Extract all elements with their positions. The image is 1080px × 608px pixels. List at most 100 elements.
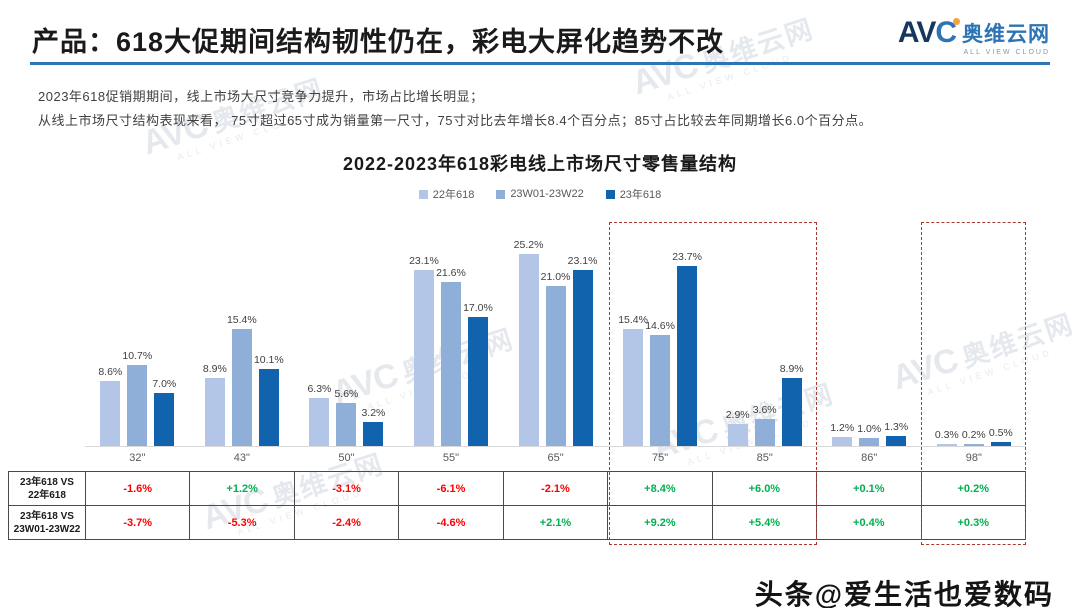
category-labels: 32" 43" 50" 55" 65" 75" 85" 86" 98": [85, 452, 1026, 464]
bar-group: 1.2% 1.0% 1.3%: [817, 237, 922, 446]
bar: [936, 443, 957, 446]
bar-item: 23.1%: [568, 255, 597, 446]
bar-item: 1.3%: [884, 421, 908, 446]
bar-value-label: 1.0%: [857, 423, 882, 436]
bar-item: 1.2%: [830, 422, 854, 446]
highlight-box-98-inch: [921, 222, 1026, 545]
avc-logo: AVC 奥维云网 ALL VIEW CLOUD: [898, 16, 1050, 56]
bar-value-label: 23.1%: [567, 255, 598, 268]
avc-logo-icon: AVC: [898, 16, 960, 50]
bar-item: 1.0%: [857, 423, 881, 446]
bar-value-label: 5.6%: [334, 388, 359, 401]
bar-item: 15.4%: [227, 314, 257, 446]
bar: [413, 270, 434, 446]
bar-item: 23.7%: [672, 251, 702, 446]
table-value-cell: -5.3%: [189, 505, 295, 540]
bar-value-label: 23.1%: [409, 255, 439, 268]
bar-value-label: 2.9%: [725, 408, 750, 421]
table-value-cell: -3.1%: [293, 471, 400, 506]
bar-item: 6.3%: [307, 383, 331, 446]
table-row: 23年618 VS 23W01-23W22 -3.7% -5.3% -2.4% -4.6…: [8, 505, 1026, 540]
table-value-cell: +0.4%: [816, 505, 922, 540]
bar-value-label: 6.3%: [307, 383, 332, 396]
bar-value-label: 0.2%: [961, 429, 986, 442]
legend-label: 23年618: [619, 189, 662, 201]
table-value-cell: -2.4%: [293, 505, 400, 540]
bar-group: 2.9% 3.6% 8.9%: [712, 237, 817, 446]
category-label: 98": [965, 452, 982, 464]
chart-title: 2022-2023年618彩电线上市场尺寸零售量结构: [342, 154, 738, 174]
table-row-label: 23年618 VS 22年618: [8, 471, 86, 506]
legend-item: 23W01-23W22: [496, 186, 584, 202]
bar-item: 25.2%: [514, 239, 543, 446]
bar-value-label: 1.3%: [884, 421, 909, 434]
category-label: 65": [547, 452, 564, 464]
highlight-box-75-85-inch: [609, 222, 817, 545]
bar-item: 7.0%: [152, 378, 176, 446]
legend-label: 23W01-23W22: [510, 188, 584, 200]
table-value-cell: -2.1%: [502, 471, 609, 506]
bar: [754, 418, 775, 446]
bar-value-label: 17.0%: [463, 301, 493, 314]
logo-company-name: 奥维云网: [962, 23, 1050, 46]
bar-item: 3.2%: [361, 407, 385, 446]
bar: [623, 328, 644, 446]
bar-value-label: 10.1%: [253, 354, 284, 367]
bar-group: 6.3% 5.6% 3.2%: [294, 237, 399, 446]
intro-line-1: 2023年618促销期期间，线上市场大尺寸竞争力提升，市场占比增长明显；: [38, 89, 484, 104]
bar: [309, 398, 330, 446]
bar: [154, 392, 175, 446]
table-value-cell: +1.2%: [189, 471, 295, 506]
logo-orange-dot-icon: [953, 18, 960, 25]
category-label: 86": [861, 452, 878, 464]
bar-item: 8.9%: [780, 363, 804, 446]
bar: [440, 281, 461, 446]
bar-group: 15.4% 14.6% 23.7%: [608, 237, 713, 446]
bar-item: 3.6%: [753, 404, 777, 446]
bar-value-label: 15.4%: [618, 313, 648, 326]
bar-item: 8.6%: [98, 366, 122, 446]
category-label: 50": [338, 452, 355, 464]
bar-value-label: 21.0%: [540, 271, 571, 284]
bar-item: 14.6%: [645, 320, 675, 446]
bar: [963, 444, 984, 446]
title-divider: [30, 62, 1050, 65]
bar-group: 23.1% 21.6% 17.0%: [399, 237, 504, 446]
bar: [650, 335, 671, 446]
bar-group: 25.2% 21.0% 23.1%: [503, 237, 608, 446]
legend-item: 23年618: [605, 186, 662, 202]
bar-value-label: 14.6%: [645, 320, 675, 333]
bar-item: 21.0%: [541, 271, 570, 446]
bar-value-label: 25.2%: [513, 239, 544, 252]
legend: 22年618 23W01-23W22 23年618: [0, 186, 1080, 202]
bar: [100, 380, 121, 446]
bar: [859, 438, 880, 446]
table-value-cell: -6.1%: [398, 471, 504, 506]
bar: [727, 423, 748, 446]
bar-group: 8.9% 15.4% 10.1%: [190, 237, 295, 446]
table-value-cell: -4.6%: [398, 505, 504, 540]
bar-value-label: 7.0%: [152, 377, 177, 390]
bar-item: 21.6%: [436, 267, 466, 446]
bar-value-label: 8.6%: [98, 365, 123, 378]
bar: [990, 442, 1011, 446]
bar: [336, 403, 357, 446]
page-title: 产品：618大促期间结构韧性仍在，彩电大屏化趋势不改: [32, 27, 725, 57]
bar: [231, 328, 252, 446]
bar-value-label: 23.7%: [672, 250, 702, 263]
bar-group: 8.6% 10.7% 7.0%: [85, 237, 190, 446]
bar-group: 0.3% 0.2% 0.5%: [922, 237, 1027, 446]
category-label: 75": [652, 452, 669, 464]
bar-value-label: 0.3%: [934, 428, 959, 441]
bar: [677, 265, 698, 446]
bar-value-label: 15.4%: [226, 313, 257, 326]
category-label: 55": [442, 452, 460, 464]
comparison-table: 23年618 VS 22年618 -1.6% +1.2% -3.1% -6.1% -2.1…: [8, 471, 1026, 540]
bar-item: 8.9%: [203, 363, 227, 446]
legend-item: 22年618: [418, 186, 475, 202]
bar: [467, 316, 488, 446]
bar-value-label: 3.6%: [752, 403, 777, 416]
bar: [363, 421, 384, 446]
legend-label: 22年618: [432, 189, 475, 201]
